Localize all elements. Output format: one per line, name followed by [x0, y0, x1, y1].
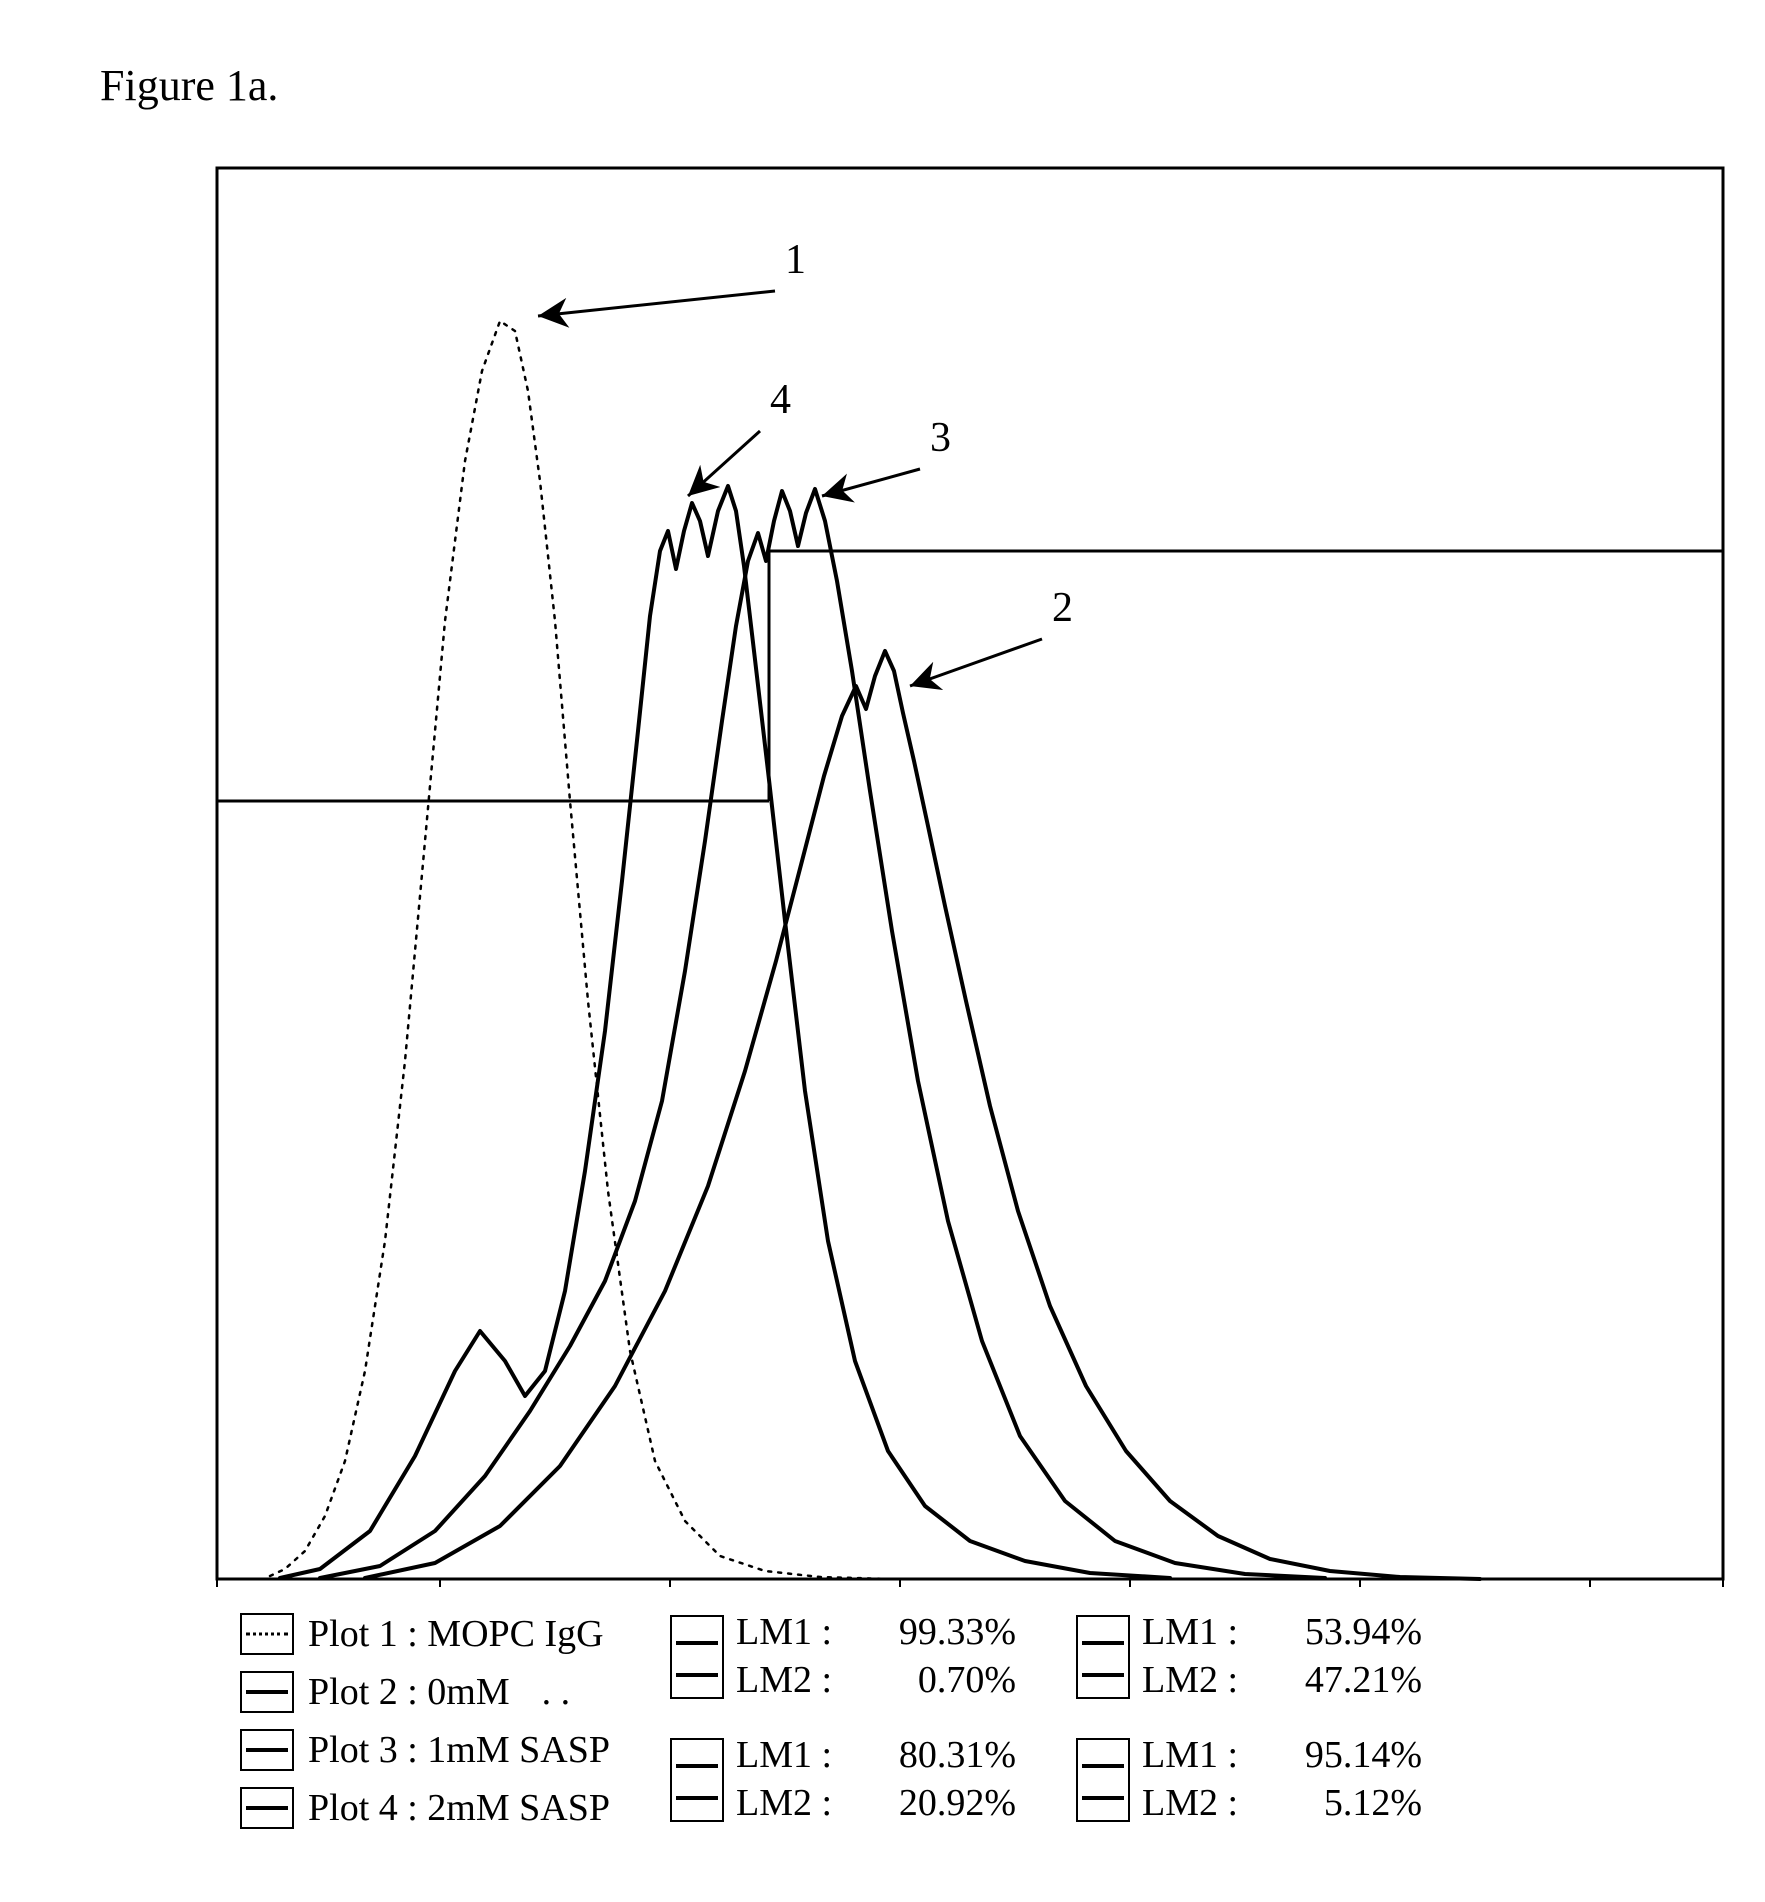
histogram-chart: 1 4 3 2	[210, 161, 1730, 1591]
lm1-value: 80.31%	[866, 1732, 1016, 1780]
lm2-label: LM2 :	[736, 1780, 856, 1828]
lm1-label: LM1 :	[1142, 1609, 1262, 1657]
lm-line: LM1 : 99.33%	[736, 1609, 1016, 1657]
lm-line: LM2 : 5.12%	[1142, 1780, 1422, 1828]
lm1-label: LM1 :	[736, 1609, 856, 1657]
lm1-label: LM1 :	[736, 1732, 856, 1780]
legend-plots-column: Plot 1 : MOPC IgG Plot 2 : 0mM . . Plot …	[240, 1609, 610, 1833]
legend-item-plot4: Plot 4 : 2mM SASP	[240, 1783, 610, 1833]
lm2-label: LM2 :	[1142, 1657, 1262, 1705]
legend-label: Plot 1 : MOPC IgG	[308, 1612, 604, 1656]
swatch-double-icon	[670, 1615, 724, 1699]
legend-label: Plot 2 : 0mM	[308, 1670, 510, 1714]
stray-dots-text: . .	[542, 1670, 571, 1714]
lm2-value: 47.21%	[1272, 1657, 1422, 1705]
svg-text:1: 1	[785, 237, 806, 283]
legend-lm-column-b: LM1 : 53.94% LM2 : 47.21% LM1 : 95.14% L…	[1076, 1609, 1422, 1833]
lm1-label: LM1 :	[1142, 1732, 1262, 1780]
lm2-label: LM2 :	[1142, 1780, 1262, 1828]
lm2-value: 5.12%	[1272, 1780, 1422, 1828]
swatch-solid-icon	[240, 1787, 294, 1829]
legend-lm-column-a: LM1 : 99.33% LM2 : 0.70% LM1 : 80.31% LM…	[670, 1609, 1016, 1833]
lm2-value: 20.92%	[866, 1780, 1016, 1828]
page-root: Figure 1a. 1 4 3 2 Plot 1 : MOPC IgG Plot 2…	[0, 0, 1765, 1902]
figure-title: Figure 1a.	[100, 60, 1675, 111]
svg-text:4: 4	[770, 377, 791, 423]
legend-area: Plot 1 : MOPC IgG Plot 2 : 0mM . . Plot …	[240, 1609, 1675, 1833]
legend-label: Plot 3 : 1mM SASP	[308, 1728, 610, 1772]
legend-item-plot1: Plot 1 : MOPC IgG	[240, 1609, 610, 1659]
lm2-label: LM2 :	[736, 1657, 856, 1705]
legend-label: Plot 4 : 2mM SASP	[308, 1786, 610, 1830]
lm-line: LM2 : 20.92%	[736, 1780, 1016, 1828]
lm1-value: 99.33%	[866, 1609, 1016, 1657]
lm-line: LM1 : 95.14%	[1142, 1732, 1422, 1780]
swatch-dotted-icon	[240, 1613, 294, 1655]
lm2-value: 0.70%	[866, 1657, 1016, 1705]
lm1-value: 95.14%	[1272, 1732, 1422, 1780]
lm-block: LM1 : 80.31% LM2 : 20.92%	[670, 1732, 1016, 1827]
lm-block: LM1 : 99.33% LM2 : 0.70%	[670, 1609, 1016, 1704]
lm-block: LM1 : 95.14% LM2 : 5.12%	[1076, 1732, 1422, 1827]
swatch-solid-icon	[240, 1729, 294, 1771]
legend-item-plot2: Plot 2 : 0mM . .	[240, 1667, 610, 1717]
svg-text:3: 3	[930, 415, 951, 461]
swatch-double-icon	[1076, 1615, 1130, 1699]
lm-line: LM2 : 47.21%	[1142, 1657, 1422, 1705]
lm-line: LM2 : 0.70%	[736, 1657, 1016, 1705]
swatch-solid-icon	[240, 1671, 294, 1713]
lm-block: LM1 : 53.94% LM2 : 47.21%	[1076, 1609, 1422, 1704]
lm-line: LM1 : 80.31%	[736, 1732, 1016, 1780]
swatch-double-icon	[1076, 1738, 1130, 1822]
svg-text:2: 2	[1052, 585, 1073, 631]
legend-item-plot3: Plot 3 : 1mM SASP	[240, 1725, 610, 1775]
lm1-value: 53.94%	[1272, 1609, 1422, 1657]
lm-line: LM1 : 53.94%	[1142, 1609, 1422, 1657]
swatch-double-icon	[670, 1738, 724, 1822]
chart-container: 1 4 3 2	[210, 161, 1730, 1591]
